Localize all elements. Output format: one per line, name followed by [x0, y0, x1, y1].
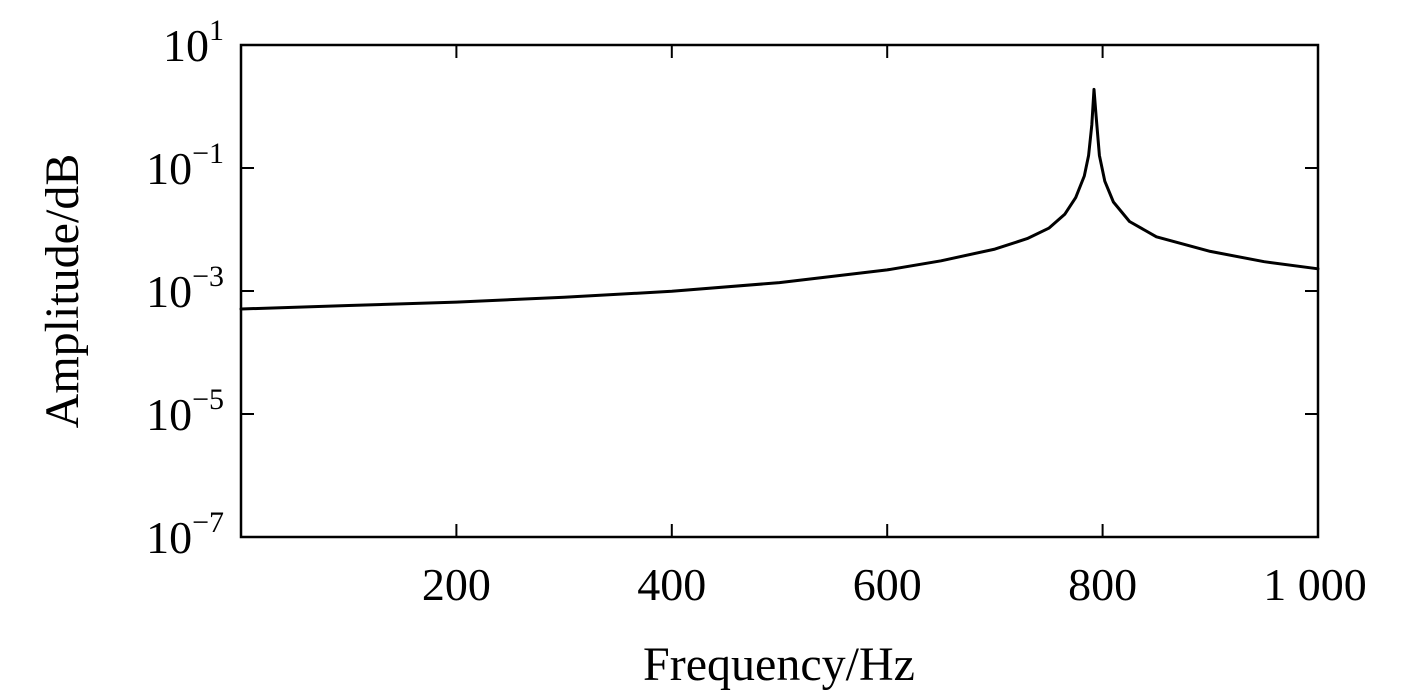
y-tick-base: 10 — [146, 266, 192, 317]
x-tick-label: 200 — [422, 559, 491, 610]
y-tick-exponent: −1 — [192, 137, 224, 170]
y-tick-base: 10 — [146, 512, 192, 563]
y-tick-label: 101 — [163, 14, 224, 71]
y-tick-label: 10−7 — [146, 506, 224, 563]
y-axis-label: Amplitude/dB — [36, 154, 89, 429]
plot-frame — [239, 43, 1320, 539]
x-tick-label: 800 — [1068, 559, 1137, 610]
y-tick-label: 10−5 — [146, 383, 224, 440]
series-line-0 — [239, 87, 1320, 311]
x-tick-label: 1 000 — [1263, 559, 1367, 610]
y-tick-base: 10 — [163, 20, 209, 71]
y-tick-exponent: −5 — [192, 383, 224, 416]
y-tick-base: 10 — [146, 389, 192, 440]
y-tick-label: 10−3 — [146, 260, 224, 317]
y-tick-exponent: −3 — [192, 260, 224, 293]
x-tick-label: 600 — [853, 559, 922, 610]
y-tick-base: 10 — [146, 143, 192, 194]
y-tick-exponent: −7 — [192, 506, 224, 539]
y-tick-exponent: 1 — [209, 14, 224, 47]
y-tick-label: 10−1 — [146, 137, 224, 194]
ticks-layer — [241, 44, 1319, 538]
x-axis-label: Frequency/Hz — [643, 638, 915, 691]
x-tick-label: 400 — [637, 559, 706, 610]
series-layer — [239, 87, 1320, 311]
